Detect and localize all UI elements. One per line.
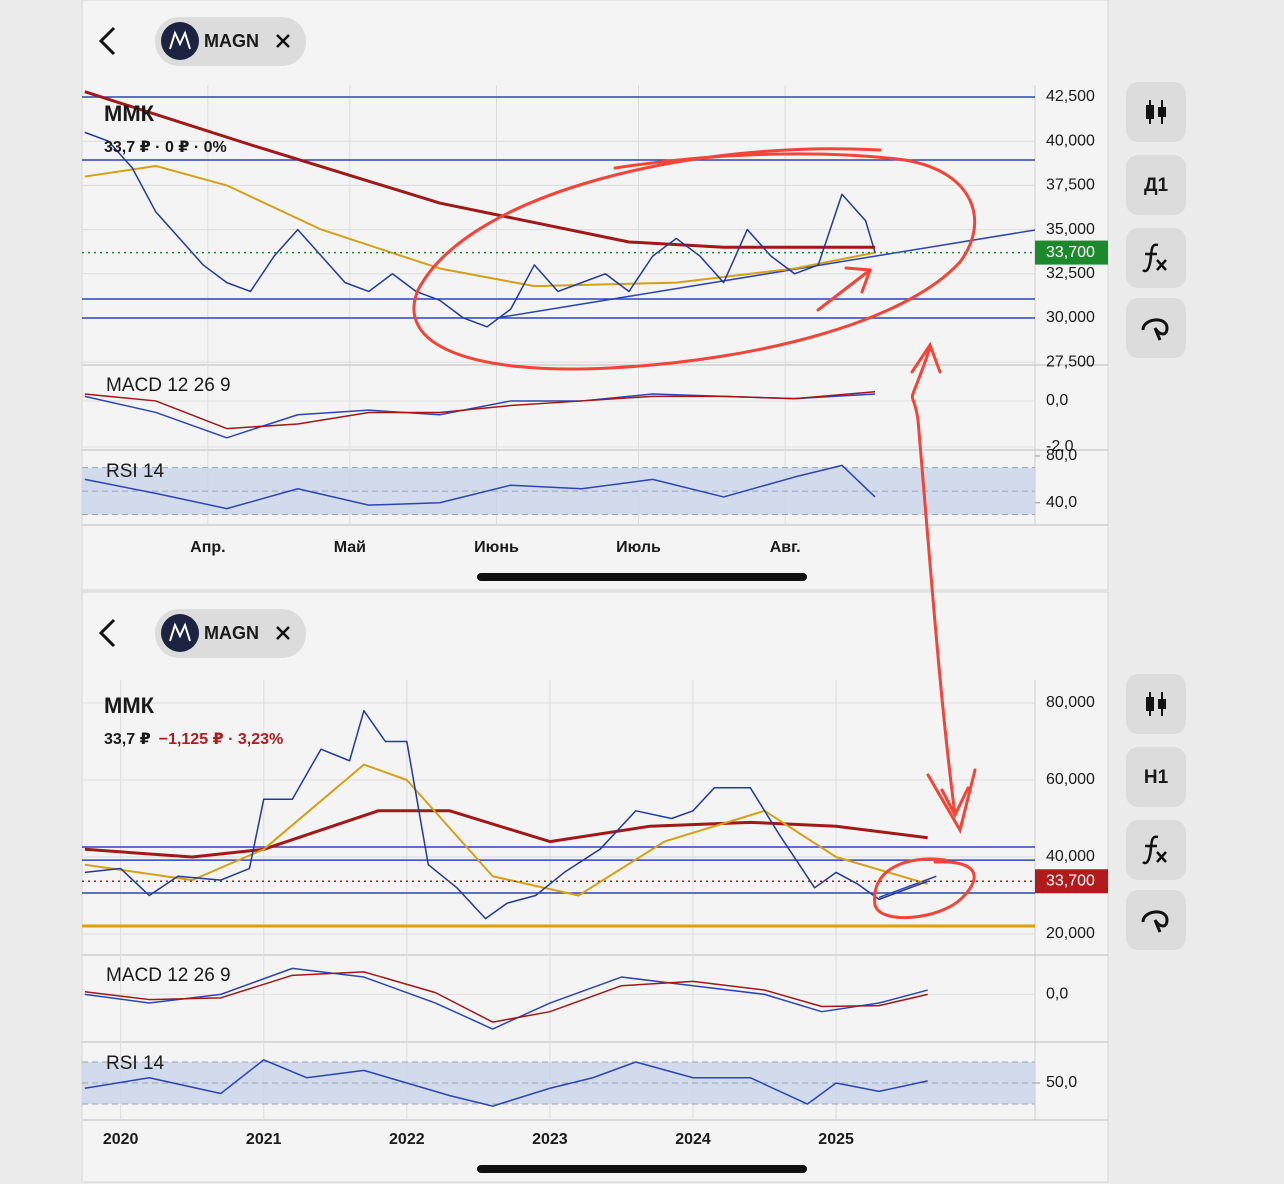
- y-tick-label: 40,000: [1046, 848, 1095, 865]
- x-tick-label: 2020: [103, 1131, 139, 1148]
- rsi-label: RSI 14: [106, 1053, 165, 1074]
- ticker-logo-mark: [169, 622, 191, 642]
- line-series: [84, 464, 876, 510]
- line-series: [84, 709, 928, 920]
- candles-icon: [1158, 107, 1166, 117]
- last-price-tag: [1035, 869, 1108, 894]
- function-icon: [1142, 835, 1167, 865]
- x-tick-label: Июнь: [474, 539, 519, 556]
- x-tick-label: Июль: [616, 539, 661, 556]
- close-chip[interactable]: [276, 34, 290, 48]
- y-tick-label: 37,500: [1046, 177, 1095, 194]
- rsi-label: RSI 14: [106, 461, 165, 482]
- last-price-label: 33,700: [1046, 872, 1095, 889]
- macd-tick-label: -2,0: [1046, 438, 1074, 455]
- back-button[interactable]: [98, 618, 116, 648]
- y-tick-label: 30,000: [1046, 309, 1095, 326]
- rsi-tick-label: 80,0: [1046, 447, 1077, 464]
- y-tick-label: 42,500: [1046, 88, 1095, 105]
- indicator-icon: [1141, 910, 1169, 933]
- instrument-title: ММК: [104, 101, 155, 126]
- macd-label: MACD 12 26 9: [106, 965, 231, 986]
- ticker: MAGN: [204, 623, 259, 643]
- quote-change: −1,125 ₽ · 3,23%: [159, 731, 284, 748]
- line-series: [84, 763, 928, 897]
- scroll-indicator: [477, 1165, 807, 1173]
- x-tick-label: 2024: [675, 1131, 711, 1148]
- candles-icon: [1158, 699, 1166, 709]
- line-series: [84, 809, 928, 859]
- rsi-tick-label: 40,0: [1046, 494, 1077, 511]
- x-tick-label: 2023: [532, 1131, 568, 1148]
- line-series: [84, 390, 876, 430]
- x-tick-label: 2022: [389, 1131, 425, 1148]
- y-tick-label: 35,000: [1046, 221, 1095, 238]
- y-tick-label: 32,500: [1046, 265, 1095, 282]
- scroll-indicator: [477, 573, 807, 581]
- timeframe[interactable]: Д1: [1144, 175, 1169, 196]
- line-series: [84, 971, 928, 1023]
- y-tick-label: 20,000: [1046, 925, 1095, 942]
- macd-label: MACD 12 26 9: [106, 375, 231, 396]
- quote: 33,7 ₽: [104, 731, 151, 748]
- candles-icon: [1146, 105, 1154, 119]
- last-price-tag: [1035, 240, 1108, 265]
- screen: MAGN H1 2020 2021 2022 2023 2024 2025 20,000 40,0…: [81, 591, 1186, 1183]
- y-tick-label: 27,500: [1046, 353, 1095, 370]
- x-tick-label: Авг.: [770, 539, 801, 556]
- rsi-tick-label: 50,0: [1046, 1074, 1077, 1091]
- line-series: [84, 1059, 928, 1107]
- quote: 33,7 ₽ · 0 ₽ · 0%: [104, 139, 227, 156]
- tool-button[interactable]: [1126, 820, 1186, 880]
- y-tick-label: 60,000: [1046, 771, 1095, 788]
- x-tick-label: 2025: [818, 1131, 854, 1148]
- last-price-label: 33,700: [1046, 244, 1095, 261]
- ticker-logo: [161, 614, 199, 652]
- ticker: MAGN: [204, 31, 259, 51]
- indicator-icon: [1141, 318, 1169, 341]
- function-icon: [1142, 243, 1167, 273]
- x-tick-label: Май: [334, 539, 366, 556]
- ticker-logo-mark: [169, 30, 191, 50]
- y-tick-label: 40,000: [1046, 132, 1095, 149]
- close-chip[interactable]: [276, 626, 290, 640]
- x-tick-label: Апр.: [190, 539, 225, 556]
- screen: MAGN Д1 Апр. Май Июнь Июль Авг. 27,500 30,000 32,…: [81, 0, 1186, 591]
- tool-button[interactable]: [1126, 228, 1186, 288]
- candles-icon: [1146, 697, 1154, 711]
- macd-tick-label: 0,0: [1046, 986, 1068, 1003]
- back-button[interactable]: [98, 26, 116, 56]
- timeframe[interactable]: H1: [1144, 767, 1169, 788]
- macd-tick-label: 0,0: [1046, 392, 1068, 409]
- tool-button[interactable]: [1126, 155, 1186, 215]
- line-series: [84, 967, 928, 1030]
- ticker-logo: [161, 22, 199, 60]
- x-tick-label: 2021: [246, 1131, 282, 1148]
- tool-button[interactable]: [1126, 747, 1186, 807]
- y-tick-label: 80,000: [1046, 694, 1095, 711]
- tool-button[interactable]: [1126, 82, 1186, 142]
- instrument-title: ММК: [104, 693, 155, 718]
- tool-button[interactable]: [1126, 674, 1186, 734]
